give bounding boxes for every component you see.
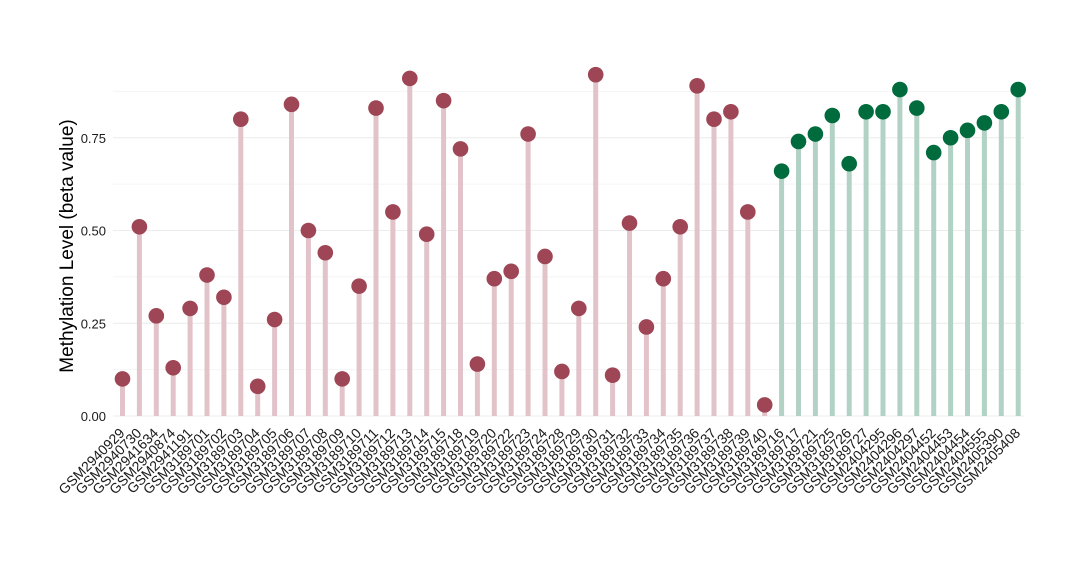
point-GSM3189725	[824, 107, 841, 124]
point-GSM3189727	[858, 103, 874, 120]
y-tick-label: 0.25	[81, 316, 106, 331]
point-GSM3189703	[233, 111, 249, 127]
point-GSM3189706	[283, 96, 300, 113]
point-GSM3189728	[554, 363, 570, 380]
point-GSM2941634	[148, 308, 165, 324]
point-GSM3189716	[773, 163, 790, 179]
point-GSM3189704	[249, 378, 266, 395]
point-GSM3189734	[655, 270, 672, 287]
point-GSM2404452	[925, 144, 942, 161]
point-GSM3189730	[587, 66, 604, 83]
point-GSM3189733	[638, 319, 655, 335]
point-GSM3189735	[672, 218, 688, 235]
point-GSM3189715	[435, 92, 452, 109]
point-GSM3189732	[621, 215, 638, 231]
point-GSM3189712	[385, 204, 401, 220]
point-GSM2405390	[993, 103, 1010, 120]
point-GSM2404297	[909, 100, 925, 116]
x-axis-ticks: GSM2940929GSM2940730GSM2941634GSM2940874…	[55, 425, 1023, 498]
y-tick-label: 0.00	[81, 409, 106, 424]
point-GSM3189702	[216, 289, 232, 306]
point-GSM3189711	[368, 100, 384, 116]
point-GSM3189719	[469, 356, 486, 372]
point-GSM3189707	[300, 222, 317, 239]
point-GSM2940874	[165, 359, 181, 376]
point-GSM3189713	[402, 70, 418, 87]
point-GSM3189708	[317, 244, 334, 261]
point-GSM3189740	[756, 397, 773, 413]
point-GSM3189731	[604, 367, 621, 383]
point-GSM2404453	[942, 129, 959, 146]
point-GSM3189705	[266, 311, 283, 328]
point-GSM2404555	[976, 115, 993, 131]
point-GSM3189739	[740, 204, 756, 220]
point-GSM3189737	[706, 111, 722, 127]
point-GSM2940929	[114, 371, 131, 387]
point-GSM2404296	[892, 81, 908, 98]
point-GSM3189736	[689, 78, 705, 94]
grid-lines	[113, 90, 1024, 417]
point-GSM3189718	[452, 141, 469, 157]
point-GSM2404454	[959, 122, 976, 139]
y-tick-label: 0.75	[81, 131, 106, 146]
point-GSM2941191	[182, 300, 198, 317]
point-GSM3189714	[418, 226, 435, 243]
point-GSM3189709	[334, 371, 351, 387]
point-GSM3189726	[841, 155, 857, 172]
point-GSM3189721	[807, 126, 824, 142]
point-GSM3189738	[723, 103, 739, 120]
point-GSM2404295	[875, 103, 891, 120]
y-axis-label: Methylation Level (beta value)	[57, 119, 78, 372]
point-GSM3189723	[520, 126, 536, 142]
stems	[120, 74, 1021, 416]
point-GSM2405408	[1010, 81, 1026, 98]
y-axis-ticks: 0.00 0.25 0.50 0.75	[81, 131, 106, 424]
point-GSM2940730	[131, 218, 148, 235]
points	[114, 66, 1026, 413]
point-GSM3189729	[571, 300, 587, 317]
point-GSM3189717	[790, 133, 807, 150]
point-GSM3189722	[503, 263, 519, 280]
y-tick-label: 0.50	[81, 224, 106, 239]
point-GSM3189701	[199, 267, 215, 283]
point-GSM3189724	[537, 248, 553, 265]
point-GSM3189720	[486, 270, 503, 287]
point-GSM3189710	[351, 278, 367, 294]
